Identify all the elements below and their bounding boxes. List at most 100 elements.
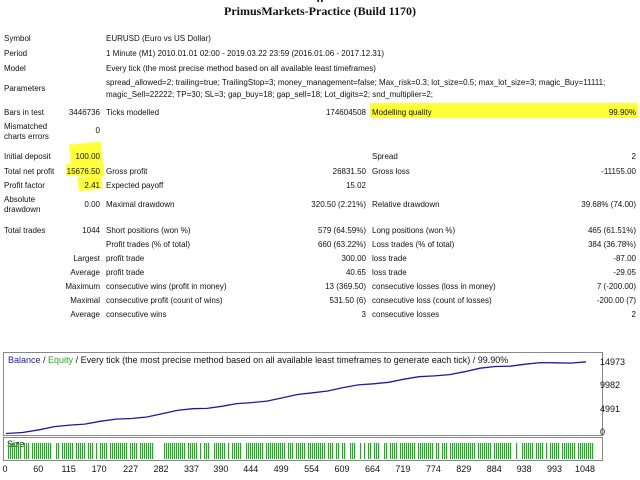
acl-label: consecutive losses	[372, 310, 440, 319]
size-bar-mark	[572, 443, 574, 459]
maximal-label: Maximal	[70, 296, 100, 305]
quality-label: Modelling quality	[372, 108, 432, 117]
ptrades-label: Profit trades (% of total)	[106, 240, 191, 249]
size-bar-mark	[328, 443, 330, 459]
size-bar-mark	[552, 443, 554, 459]
size-bar-mark	[582, 443, 584, 459]
size-bar-mark	[376, 443, 378, 459]
size-bar-mark	[12, 443, 14, 459]
size-bar-mark	[404, 443, 406, 459]
size-bar-mark	[246, 443, 248, 459]
size-bar-mark	[148, 443, 150, 459]
x-tick-label: 0	[2, 464, 8, 474]
aprofit-value: 40.65	[345, 268, 366, 277]
size-bar-mark	[546, 443, 548, 459]
size-bar-mark	[396, 443, 398, 459]
y-tick-label: 4991	[600, 403, 621, 414]
size-bar-mark	[588, 443, 590, 459]
size-bar-mark	[458, 443, 460, 459]
size-bar-mark	[200, 443, 202, 459]
absdd-label-line2: drawdown	[4, 205, 41, 214]
size-bar-mark	[180, 443, 182, 459]
ltrades-value: 384 (36.78%)	[587, 240, 636, 249]
size-bar-mark	[536, 443, 538, 459]
x-tick-label: 609	[334, 464, 350, 474]
size-bar-mark	[542, 443, 544, 459]
profitfactor-value: 2.41	[84, 181, 100, 190]
maximum-label: Maximum	[65, 282, 100, 291]
legend-caption: / Every tick (the most precise method ba…	[73, 355, 509, 365]
absdd-value: 0.00	[84, 200, 100, 209]
x-tick-label: 390	[213, 464, 229, 474]
y-tick-label: 14973	[600, 356, 626, 367]
x-tick-label: 282	[153, 464, 169, 474]
size-bar-mark	[66, 443, 68, 459]
size-bar-mark	[568, 443, 570, 459]
size-bar-mark	[254, 443, 256, 459]
size-bar-mark	[72, 443, 74, 459]
size-bar-mark	[436, 443, 438, 459]
size-bar-mark	[302, 443, 304, 459]
size-bar-mark	[292, 443, 294, 459]
size-bar-mark	[124, 443, 126, 459]
size-bar-mark	[248, 443, 250, 459]
x-tick-label: 115	[61, 464, 76, 474]
acw-value: 3	[361, 310, 366, 319]
size-bar-mark	[96, 443, 98, 459]
report-title: PrimusMarkets-Practice (Build 1170)	[224, 4, 416, 18]
mismatch-label-line1: Mismatched	[4, 122, 48, 131]
size-bar-mark	[92, 443, 94, 459]
size-bar-mark	[296, 443, 298, 459]
mismatch-value: 0	[95, 126, 100, 135]
size-bar-mark	[288, 443, 290, 459]
ptrades-value: 660 (63.22%)	[317, 240, 366, 249]
size-bar-mark	[134, 443, 136, 459]
symbol-label: Symbol	[4, 34, 31, 43]
size-bar-mark	[194, 443, 196, 459]
balance-chart: Balance / Equity / Every tick (the most …	[3, 352, 603, 436]
quality-highlight	[370, 103, 638, 118]
size-bar-mark	[102, 443, 104, 459]
size-bar-mark	[308, 443, 310, 459]
size-bar-mark	[62, 443, 64, 459]
bars-value: 3446736	[68, 108, 100, 117]
period-value: 1 Minute (M1) 2010.01.01 02:00 - 2019.03…	[106, 49, 384, 58]
lprofit-value: 300.00	[341, 254, 366, 263]
size-bar-mark	[80, 443, 82, 459]
size-bar-mark	[526, 443, 528, 459]
x-tick-label: 444	[243, 464, 259, 474]
size-bar-mark	[480, 443, 482, 459]
size-bar-mark	[532, 443, 534, 459]
size-bar-mark	[488, 443, 490, 459]
chart-legend: Balance / Equity / Every tick (the most …	[8, 355, 509, 365]
size-bar-mark	[50, 443, 52, 459]
size-bar-mark	[70, 443, 72, 459]
size-bar-mark	[482, 443, 484, 459]
size-bar-mark	[40, 443, 42, 459]
size-bar-mark	[236, 443, 238, 459]
x-tick-label: 884	[486, 464, 502, 474]
size-bar-mark	[192, 443, 194, 459]
size-bar-mark	[470, 443, 472, 459]
size-bar-mark	[144, 443, 146, 459]
size-bar-mark	[42, 443, 44, 459]
size-bar-mark	[222, 443, 224, 459]
size-bar-mark	[104, 443, 106, 459]
size-bar-mark	[484, 443, 486, 459]
size-bar-mark	[586, 443, 588, 459]
size-bar-mark	[304, 443, 306, 459]
size-bar-mark	[456, 443, 458, 459]
size-bar-mark	[350, 443, 352, 459]
size-bar-mark	[466, 443, 468, 459]
size-bar-mark	[300, 443, 302, 459]
size-bar: Size	[3, 437, 603, 461]
size-bar-mark	[506, 443, 508, 459]
x-tick-label: 938	[516, 464, 532, 474]
size-bar-mark	[282, 443, 284, 459]
size-bar-mark	[228, 443, 230, 459]
size-bar-mark	[126, 443, 128, 459]
series-line-balance	[5, 361, 587, 435]
size-bar-mark	[540, 443, 542, 459]
mcp-label: consecutive profit (count of wins)	[106, 296, 223, 305]
size-bar-mark	[414, 443, 416, 459]
